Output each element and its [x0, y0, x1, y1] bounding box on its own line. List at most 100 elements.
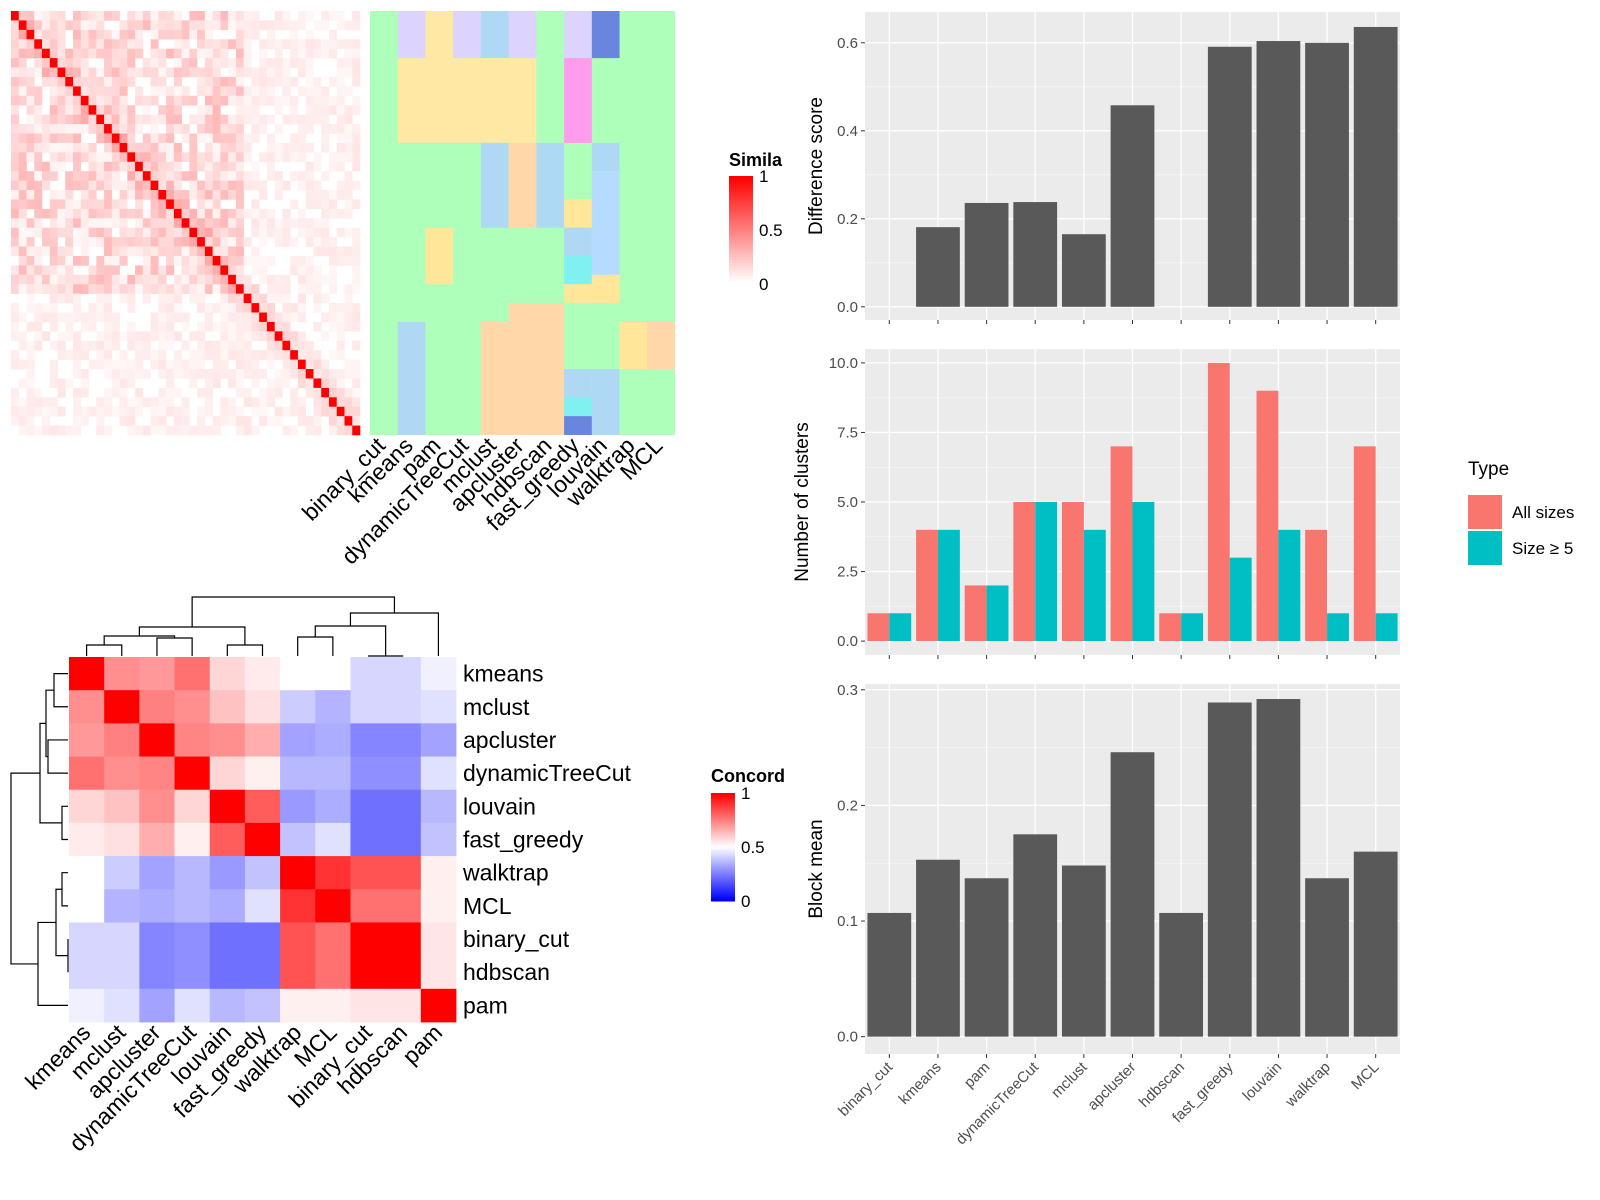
similarity-cell	[251, 293, 260, 304]
concordance-cell	[385, 657, 422, 691]
concordance-cell	[104, 856, 140, 890]
similarity-cell	[127, 303, 136, 313]
similarity-cell	[235, 180, 244, 191]
similarity-cell	[42, 227, 51, 238]
similarity-cell	[228, 124, 237, 134]
similarity-cell	[290, 359, 299, 370]
similarity-cell	[127, 284, 136, 294]
similarity-cell	[344, 67, 353, 78]
similarity-cell	[18, 48, 27, 59]
similarity-cell	[80, 20, 89, 31]
similarity-cell	[96, 114, 105, 125]
similarity-cell	[290, 39, 299, 49]
concordance-legend-gradient	[711, 857, 735, 861]
similarity-cell	[142, 274, 151, 285]
similarity-cell	[158, 180, 167, 191]
similarity-cell	[119, 293, 128, 304]
similarity-cell	[104, 58, 113, 68]
similarity-cell	[73, 86, 82, 97]
similarity-cell	[142, 265, 151, 276]
similarity-cell	[212, 359, 221, 370]
similarity-cell	[197, 321, 206, 332]
similarity-cell	[266, 142, 275, 153]
similarity-cell	[228, 350, 237, 360]
cluster-annotation-panel: binary_cutkmeanspamdynamicTreeCutmclusta…	[297, 11, 675, 569]
similarity-cell	[57, 218, 66, 229]
similarity-cell	[18, 161, 27, 172]
similarity-cell	[150, 246, 159, 257]
similarity-cell	[173, 331, 182, 342]
similarity-cell	[197, 425, 206, 436]
similarity-cell	[313, 227, 322, 238]
concordance-cell	[385, 789, 422, 824]
similarity-cell	[328, 284, 338, 294]
concordance-cell	[209, 856, 246, 890]
similarity-cell	[34, 387, 43, 398]
concordance-cell	[280, 789, 316, 824]
similarity-cell	[135, 208, 144, 219]
similarity-cell	[49, 237, 58, 247]
similarity-cell	[166, 95, 175, 106]
similarity-cell	[57, 190, 66, 200]
similarity-cell	[80, 284, 89, 294]
similarity-cell	[49, 227, 58, 238]
similarity-cell	[88, 180, 97, 191]
similarity-cell	[197, 265, 206, 276]
similarity-cell	[336, 142, 345, 153]
annotation-block	[536, 303, 565, 435]
similarity-cell	[344, 114, 353, 125]
similarity-legend-gradient	[729, 275, 753, 280]
similarity-cell	[290, 20, 299, 31]
annotation-block	[480, 58, 509, 143]
x-tick-label: dynamicTreeCut	[953, 1058, 1043, 1148]
similarity-cell	[11, 190, 20, 200]
similarity-cell	[158, 161, 167, 172]
similarity-cell	[127, 369, 136, 379]
similarity-cell	[135, 425, 144, 436]
similarity-cell	[220, 369, 229, 379]
similarity-cell	[49, 11, 58, 21]
annotation-block	[508, 58, 537, 143]
similarity-cell	[49, 274, 58, 285]
concordance-legend-gradient	[711, 868, 735, 872]
similarity-cell	[220, 274, 229, 285]
similarity-cell	[34, 190, 43, 200]
concordance-cell	[350, 856, 387, 890]
similarity-cell	[290, 95, 299, 106]
similarity-cell	[189, 359, 198, 370]
bar-size-ge-5	[1181, 613, 1204, 642]
similarity-cell	[142, 105, 151, 115]
similarity-cell	[57, 208, 66, 219]
similarity-cell	[251, 105, 260, 115]
similarity-cell	[243, 321, 252, 332]
similarity-cell	[119, 208, 128, 219]
similarity-cell	[251, 359, 260, 370]
similarity-cell	[251, 255, 260, 266]
similarity-cell	[344, 246, 353, 257]
similarity-cell	[204, 152, 213, 163]
similarity-cell	[282, 11, 291, 21]
similarity-cell	[142, 331, 151, 342]
similarity-cell	[26, 246, 35, 257]
similarity-cell	[251, 350, 260, 360]
bar	[1305, 878, 1349, 1037]
similarity-cell	[266, 331, 275, 342]
similarity-cell	[204, 67, 213, 78]
bar-all-sizes	[1305, 529, 1328, 642]
similarity-legend-gradient	[729, 221, 753, 226]
similarity-cell	[181, 255, 190, 266]
similarity-cell	[266, 359, 275, 370]
concordance-cell	[104, 988, 140, 1023]
similarity-cell	[104, 86, 113, 97]
column-dendrogram-branch	[85, 644, 123, 656]
similarity-cell	[150, 255, 159, 266]
similarity-cell	[344, 321, 353, 332]
similarity-cell	[181, 20, 190, 31]
similarity-cell	[18, 152, 27, 163]
similarity-cell	[166, 303, 175, 313]
similarity-cell	[26, 39, 35, 49]
concordance-cell	[350, 723, 387, 757]
similarity-cell	[274, 274, 283, 285]
similarity-cell	[243, 255, 252, 266]
similarity-cell	[96, 133, 105, 144]
